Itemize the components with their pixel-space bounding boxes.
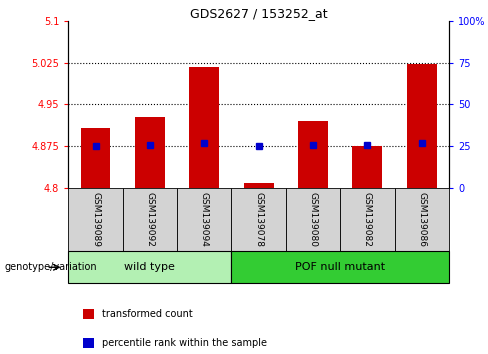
Bar — [231, 188, 286, 251]
Bar — [177, 188, 231, 251]
Bar — [340, 188, 395, 251]
Bar — [407, 64, 437, 188]
Text: GSM139089: GSM139089 — [91, 192, 100, 247]
Bar — [135, 116, 165, 188]
Text: GSM139080: GSM139080 — [308, 192, 318, 247]
Text: GSM139078: GSM139078 — [254, 192, 263, 247]
Bar — [286, 188, 340, 251]
Bar — [231, 251, 449, 283]
Bar — [122, 188, 177, 251]
Bar — [352, 146, 383, 188]
Text: GSM139086: GSM139086 — [417, 192, 427, 247]
Text: POF null mutant: POF null mutant — [295, 262, 385, 272]
Text: genotype/variation: genotype/variation — [5, 262, 98, 272]
Bar — [68, 251, 231, 283]
Bar — [395, 188, 449, 251]
Text: GSM139094: GSM139094 — [200, 192, 209, 247]
Text: percentile rank within the sample: percentile rank within the sample — [102, 338, 267, 348]
Text: wild type: wild type — [124, 262, 175, 272]
Text: GSM139092: GSM139092 — [145, 192, 154, 247]
Text: transformed count: transformed count — [102, 309, 193, 319]
Text: GSM139082: GSM139082 — [363, 192, 372, 247]
Bar — [298, 120, 328, 188]
Bar — [68, 188, 122, 251]
Bar — [244, 183, 274, 188]
Bar — [189, 67, 219, 188]
Title: GDS2627 / 153252_at: GDS2627 / 153252_at — [190, 7, 327, 20]
Bar — [81, 128, 110, 188]
